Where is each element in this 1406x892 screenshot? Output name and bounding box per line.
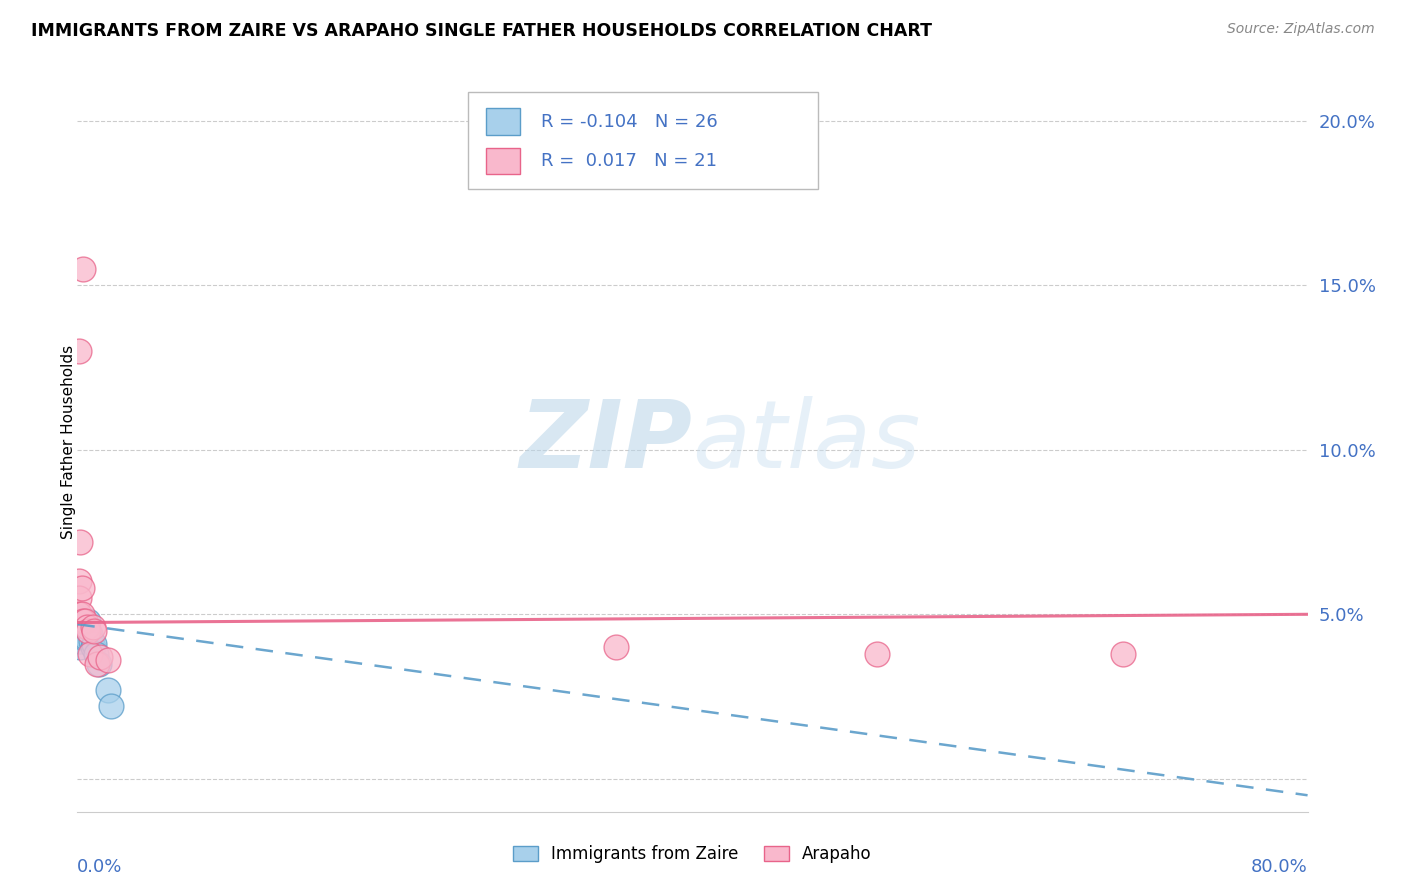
Text: 0.0%: 0.0% — [77, 857, 122, 876]
Point — [89, 650, 111, 665]
Point — [67, 633, 90, 648]
Point — [67, 607, 90, 622]
Point — [79, 627, 101, 641]
Legend: Immigrants from Zaire, Arapaho: Immigrants from Zaire, Arapaho — [506, 838, 879, 870]
Point — [1112, 647, 1135, 661]
Text: R =  0.017   N = 21: R = 0.017 N = 21 — [541, 153, 717, 170]
Point — [67, 614, 90, 628]
Text: ZIP: ZIP — [520, 395, 693, 488]
Point — [77, 614, 100, 628]
Point — [76, 620, 98, 634]
Point — [97, 683, 120, 698]
Y-axis label: Single Father Households: Single Father Households — [62, 344, 76, 539]
Point — [79, 647, 101, 661]
Point — [70, 617, 93, 632]
Point — [84, 647, 107, 661]
Text: atlas: atlas — [693, 396, 921, 487]
Point — [605, 640, 627, 655]
Point — [83, 624, 105, 638]
Text: 80.0%: 80.0% — [1251, 857, 1308, 876]
Point — [72, 614, 94, 628]
Point — [866, 647, 889, 661]
Point — [72, 627, 94, 641]
Point — [73, 630, 96, 644]
Point — [80, 633, 103, 648]
Point — [86, 657, 108, 671]
Point — [69, 610, 91, 624]
Text: R = -0.104   N = 26: R = -0.104 N = 26 — [541, 112, 718, 131]
Point — [70, 607, 93, 622]
Point — [67, 627, 90, 641]
Text: IMMIGRANTS FROM ZAIRE VS ARAPAHO SINGLE FATHER HOUSEHOLDS CORRELATION CHART: IMMIGRANTS FROM ZAIRE VS ARAPAHO SINGLE … — [31, 22, 932, 40]
Point — [67, 620, 90, 634]
Point — [97, 653, 120, 667]
Point — [83, 637, 105, 651]
Point — [70, 624, 93, 638]
Point — [77, 624, 100, 638]
Point — [67, 574, 90, 589]
Point — [72, 617, 94, 632]
Point — [69, 633, 91, 648]
Point — [70, 581, 93, 595]
Point — [87, 657, 110, 671]
Point — [69, 627, 91, 641]
Point — [82, 640, 104, 655]
Point — [100, 699, 122, 714]
Point — [73, 620, 96, 634]
Point — [73, 614, 96, 628]
Point — [72, 261, 94, 276]
Point — [69, 535, 91, 549]
Point — [76, 617, 98, 632]
Point — [70, 630, 93, 644]
Point — [69, 640, 91, 655]
Point — [67, 344, 90, 359]
Point — [67, 591, 90, 605]
Point — [82, 620, 104, 634]
Text: Source: ZipAtlas.com: Source: ZipAtlas.com — [1227, 22, 1375, 37]
Point — [69, 620, 91, 634]
